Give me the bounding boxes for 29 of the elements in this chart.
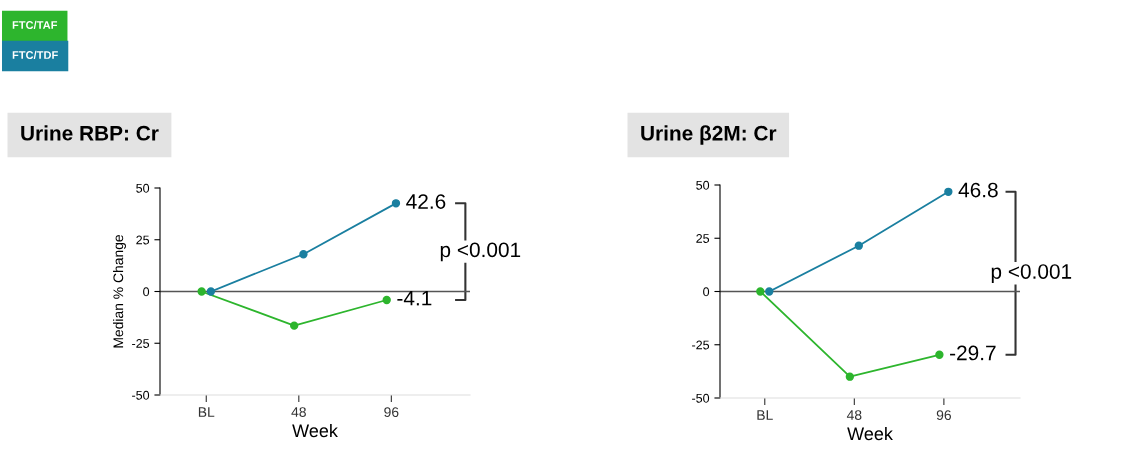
data-label: -4.1 [397,291,432,306]
y-tick-label: -50 [692,393,710,403]
y-tick-label: 25 [696,234,710,243]
data-label: -29.7 [950,345,996,361]
x-tick-label: BL [757,410,773,420]
text: FTC/TAF [12,20,58,30]
x-axis-title: Week [847,426,893,441]
x-tick-label: BL [198,407,215,417]
y-tick-label: 50 [696,180,710,190]
annotation: p <0.001 [440,242,521,262]
y-tick-label: 25 [136,235,150,245]
y-tick-label: 0 [703,287,710,297]
text: FTC/TDF [12,50,58,60]
data-label: 46.8 [958,182,998,198]
annotation: p <0.001 [991,264,1072,283]
y-tick-label: -25 [692,340,710,350]
x-tick-label: 96 [384,407,399,418]
data-label: 42.6 [406,194,446,209]
y-tick-label: 50 [136,183,150,193]
chart-title: Urine β2M: Cr [641,125,777,145]
x-tick-label: 96 [936,410,951,421]
x-axis-title: Week [292,423,338,438]
y-tick-label: -25 [132,339,150,348]
x-tick-label: 48 [846,410,862,421]
y-tick-label: -50 [132,390,150,400]
y-tick-label: 0 [143,287,150,297]
y-axis-title: Median % Change [113,234,126,348]
x-tick-label: 48 [291,407,306,418]
chart-title: Urine RBP: Cr [21,125,159,141]
